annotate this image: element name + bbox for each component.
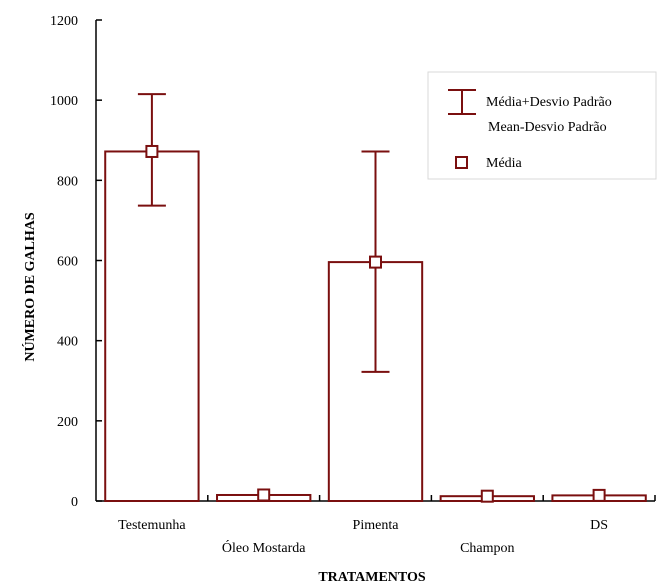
- legend-label: Média: [486, 156, 523, 171]
- legend: Média+Desvio Padrão Mean-Desvio Padrão Méd…: [427, 71, 657, 180]
- y-tick-label: 600: [57, 255, 78, 270]
- legend-label: Média+Desvio Padrão: [486, 95, 612, 110]
- mean-marker: [369, 255, 382, 269]
- mean-marker: [592, 488, 606, 502]
- legend-label: Mean-Desvio Padrão: [488, 120, 607, 135]
- mean-marker: [257, 488, 271, 502]
- y-tick-label: 800: [57, 174, 78, 189]
- y-tick-label: 1200: [50, 14, 78, 29]
- y-axis-title: NÚMERO DE GALHAS: [21, 212, 38, 362]
- y-tick-label: 200: [57, 415, 78, 430]
- x-tick-label: Testemunha: [118, 518, 186, 533]
- y-tick-label: 400: [57, 335, 78, 350]
- x-axis-title: TRATAMENTOS: [318, 570, 426, 585]
- x-tick-label: Champon: [460, 541, 514, 556]
- x-tick-label: Pimenta: [353, 518, 400, 533]
- mean-marker: [145, 144, 159, 158]
- x-tick-label: Óleo Mostarda: [222, 539, 306, 556]
- x-tick-label: DS: [590, 518, 608, 533]
- y-tick-label: 0: [71, 495, 78, 510]
- y-tick-label: 1000: [50, 94, 78, 109]
- legend-mean-symbol: [455, 156, 468, 169]
- axes: 0 200 400 600 800 1000 1200 Testemunha Óleo Most…: [50, 14, 656, 556]
- mean-marker: [480, 489, 494, 503]
- bars: [104, 93, 647, 503]
